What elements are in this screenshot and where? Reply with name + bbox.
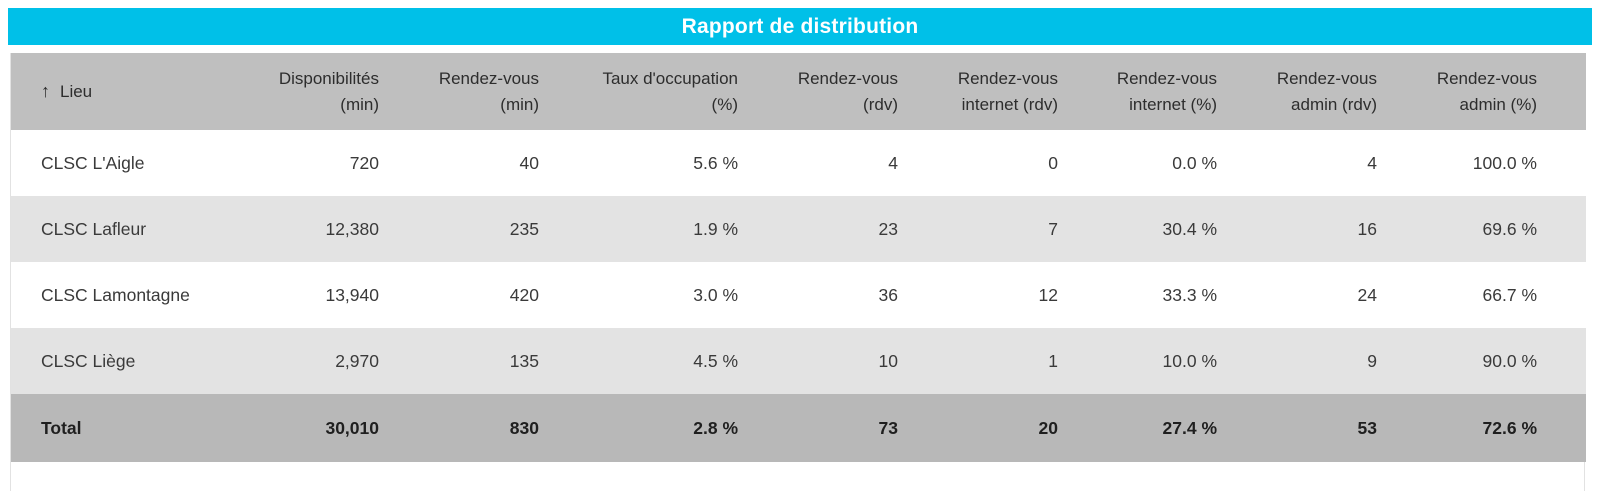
value-cell-rendez-vous-admin-rdv: 24 (1357, 284, 1377, 305)
total-value-cell-rendez-vous-internet-rdv: 20 (922, 394, 1082, 462)
value-cell-rendez-vous-internet-rdv: 12 (1038, 284, 1058, 305)
total-label-cell: Total (11, 394, 263, 462)
lieu-cell: CLSC L'Aigle (41, 152, 145, 173)
value-cell-taux-occupation-pct: 4.5 % (693, 350, 738, 371)
table-row: CLSC Lafleur 12,380 235 1.9 % 23 7 30.4 % 16 69.… (11, 196, 1586, 262)
value-cell-rendez-vous-rdv: 4 (888, 152, 898, 173)
column-header-rendez-vous-admin-pct[interactable]: Rendez-vous admin (%) (1401, 53, 1586, 130)
total-value-cell-taux-occupation-pct: 2.8 % (563, 394, 762, 462)
table-row: CLSC Liège 2,970 135 4.5 % 10 1 10.0 % 9 90.0 % (11, 328, 1586, 394)
column-label-line1: Rendez-vous (438, 68, 539, 88)
value-cell-taux-occupation-pct: 5.6 % (693, 152, 738, 173)
total-value-cell-rendez-vous-admin-pct: 72.6 % (1401, 394, 1586, 462)
column-label-line1: Rendez-vous (797, 68, 898, 88)
value-cell-rendez-vous-admin-pct: 100.0 % (1472, 152, 1537, 173)
table-footer: Total 30,010 830 2.8 % 73 20 27.4 % 53 72.6 % (11, 394, 1586, 462)
column-label-line2: (min) (500, 94, 539, 114)
column-label-line1: Taux d'occupation (602, 68, 738, 88)
value-cell-rendez-vous-internet-pct: 33.3 % (1162, 284, 1217, 305)
column-header-rendez-vous-admin-rdv[interactable]: Rendez-vous admin (rdv) (1241, 53, 1401, 130)
lieu-cell: CLSC Liège (41, 350, 136, 371)
value-cell-disponibilites-min: 13,940 (325, 284, 379, 305)
column-label-line2: internet (%) (1129, 94, 1217, 114)
value-cell-rendez-vous-min: 235 (509, 218, 539, 239)
value-cell-rendez-vous-admin-pct: 66.7 % (1482, 284, 1537, 305)
column-label-line1: Rendez-vous (957, 68, 1058, 88)
table-header: ↑ Lieu Disponibilités (min) Rendez-vous (min)… (11, 53, 1586, 130)
column-label-line2: (%) (711, 94, 738, 114)
lieu-cell: CLSC Lamontagne (41, 284, 190, 305)
column-label-line1: Rendez-vous (1116, 68, 1217, 88)
value-cell-rendez-vous-rdv: 23 (878, 218, 898, 239)
column-label-line2: admin (rdv) (1291, 94, 1377, 114)
lieu-cell: CLSC Lafleur (41, 218, 147, 239)
table-body: CLSC L'Aigle 720 40 5.6 % 4 0 0.0 % 4 100.0 % CLS… (11, 130, 1586, 394)
column-header-rendez-vous-internet-pct[interactable]: Rendez-vous internet (%) (1082, 53, 1241, 130)
distribution-table: ↑ Lieu Disponibilités (min) Rendez-vous (min)… (11, 53, 1586, 462)
column-header-rendez-vous-internet-rdv[interactable]: Rendez-vous internet (rdv) (922, 53, 1082, 130)
column-label: Lieu (60, 82, 93, 101)
value-cell-disponibilites-min: 720 (349, 152, 379, 173)
value-cell-rendez-vous-min: 40 (519, 152, 539, 173)
value-cell-disponibilites-min: 2,970 (335, 350, 379, 371)
value-cell-rendez-vous-internet-rdv: 7 (1048, 218, 1058, 239)
value-cell-rendez-vous-admin-rdv: 16 (1357, 218, 1377, 239)
column-header-rendez-vous-rdv[interactable]: Rendez-vous (rdv) (762, 53, 922, 130)
value-cell-rendez-vous-min: 420 (509, 284, 539, 305)
next-row-partial (11, 462, 1584, 491)
total-value-cell-rendez-vous-internet-pct: 27.4 % (1082, 394, 1241, 462)
value-cell-rendez-vous-admin-rdv: 4 (1367, 152, 1377, 173)
total-value-cell-rendez-vous-rdv: 73 (762, 394, 922, 462)
value-cell-rendez-vous-rdv: 36 (878, 284, 898, 305)
value-cell-disponibilites-min: 12,380 (325, 218, 379, 239)
value-cell-taux-occupation-pct: 1.9 % (693, 218, 738, 239)
value-cell-rendez-vous-internet-pct: 10.0 % (1162, 350, 1217, 371)
column-label-line1: Rendez-vous (1436, 68, 1537, 88)
table-header-row: ↑ Lieu Disponibilités (min) Rendez-vous (min)… (11, 53, 1586, 130)
total-row: Total 30,010 830 2.8 % 73 20 27.4 % 53 72.6 % (11, 394, 1586, 462)
report-title: Rapport de distribution (681, 14, 919, 38)
value-cell-rendez-vous-min: 135 (509, 350, 539, 371)
value-cell-rendez-vous-admin-rdv: 9 (1367, 350, 1377, 371)
value-cell-rendez-vous-admin-pct: 69.6 % (1482, 218, 1537, 239)
column-header-lieu[interactable]: ↑ Lieu (11, 53, 263, 130)
value-cell-rendez-vous-rdv: 10 (878, 350, 898, 371)
column-header-rendez-vous-min[interactable]: Rendez-vous (min) (403, 53, 563, 130)
value-cell-rendez-vous-internet-pct: 30.4 % (1162, 218, 1217, 239)
total-value-cell-rendez-vous-min: 830 (403, 394, 563, 462)
value-cell-rendez-vous-internet-pct: 0.0 % (1172, 152, 1217, 173)
value-cell-rendez-vous-admin-pct: 90.0 % (1482, 350, 1537, 371)
table-row: CLSC Lamontagne 13,940 420 3.0 % 36 12 33.3 % 2… (11, 262, 1586, 328)
column-label-line2: internet (rdv) (961, 94, 1058, 114)
value-cell-rendez-vous-internet-rdv: 0 (1048, 152, 1058, 173)
report-title-bar: Rapport de distribution (8, 8, 1592, 45)
total-value-cell-disponibilites-min: 30,010 (263, 394, 403, 462)
column-label-line2: (min) (340, 94, 379, 114)
column-header-disponibilites-min[interactable]: Disponibilités (min) (263, 53, 403, 130)
distribution-table-container: ↑ Lieu Disponibilités (min) Rendez-vous (min)… (10, 53, 1586, 491)
column-label-line1: Rendez-vous (1276, 68, 1377, 88)
table-row: CLSC L'Aigle 720 40 5.6 % 4 0 0.0 % 4 100.0 % (11, 130, 1586, 196)
column-header-taux-occupation-pct[interactable]: Taux d'occupation (%) (563, 53, 762, 130)
column-label-line2: (rdv) (863, 94, 898, 114)
value-cell-taux-occupation-pct: 3.0 % (693, 284, 738, 305)
value-cell-rendez-vous-internet-rdv: 1 (1048, 350, 1058, 371)
column-label-line1: Disponibilités (278, 68, 379, 88)
column-label-line2: admin (%) (1459, 94, 1537, 114)
sort-ascending-icon[interactable]: ↑ (41, 81, 50, 101)
total-value-cell-rendez-vous-admin-rdv: 53 (1241, 394, 1401, 462)
